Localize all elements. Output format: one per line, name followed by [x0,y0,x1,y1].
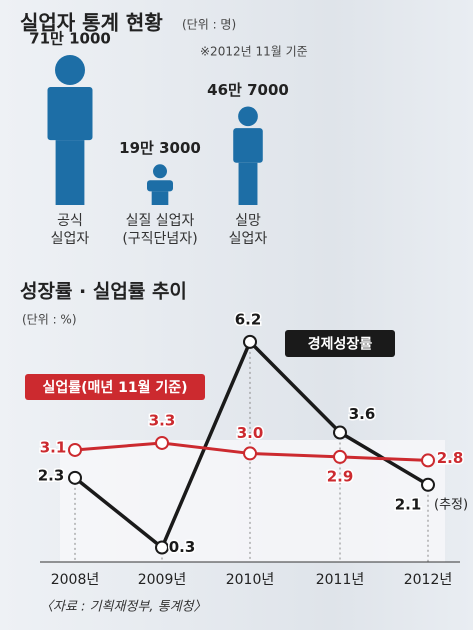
person-icon [47,55,93,205]
point [155,540,169,555]
category-label: 실망 실업자 [228,213,268,247]
legend-label: 실업률(매년 11월 기준) [42,379,187,396]
value-label: 3.0 [237,424,264,442]
point [333,425,347,440]
point [333,449,347,464]
point [243,334,257,349]
value-label: 2.1 [395,495,422,513]
legend-box [25,374,205,400]
value-label: 2.8 [437,449,464,467]
point [421,453,435,468]
source: 〈자료 : 기획재정부, 통계청〉 [40,600,207,615]
head [153,164,167,179]
point [155,435,169,450]
value-label: 71만 1000 [29,30,111,48]
x-tick-label: 2012년 [404,572,453,588]
value-label: 6.2 [235,310,262,328]
point [68,442,82,457]
plot-area [60,440,445,562]
head [55,55,85,85]
value-label: 3.3 [149,411,176,429]
person-icon [147,164,173,205]
unit: (단위 : 명) [182,18,236,32]
x-tick-label: 2009년 [138,572,187,588]
title: 실업자 통계 현황 [20,11,163,35]
category-label: 공식 실업자 [50,213,90,247]
torso [147,180,173,192]
x-tick-label: 2008년 [51,572,100,588]
value-label: 2.3 [38,466,65,484]
legs [151,191,169,205]
legs [238,162,258,205]
value-label: 19만 3000 [119,139,201,157]
point [421,477,435,492]
head [238,106,258,127]
legend-label: 경제성장률 [308,336,373,353]
person-icon [233,106,263,205]
torso [233,128,263,163]
point [243,446,257,461]
legend-box [285,330,395,357]
torso [47,87,93,141]
x-tick-label: 2011년 [316,572,365,588]
legs [55,140,85,205]
title: 성장률 · 실업률 추이 [20,281,187,303]
point [68,470,82,485]
value-label: 0.3 [169,538,196,556]
value-label: 46만 7000 [207,81,289,99]
unit: (단위 : %) [22,313,77,327]
value-label: 2.9 [327,467,354,485]
note: ※2012년 11월 기준 [200,45,308,59]
x-tick-label: 2010년 [226,572,275,588]
category-label: 실질 실업자 (구직단념자) [122,213,198,247]
value-label: 3.6 [349,405,376,423]
annotation: (추정) [434,497,468,512]
value-label: 3.1 [40,438,67,456]
